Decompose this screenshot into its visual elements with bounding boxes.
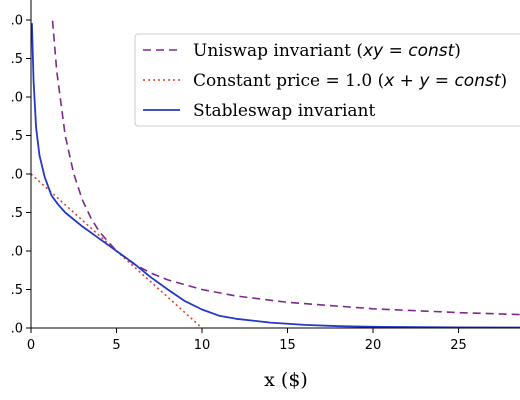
x-tick-label: 15 <box>279 338 296 353</box>
x-axis-label: x ($) <box>264 369 308 391</box>
legend-box <box>134 33 520 127</box>
y-tick-label: .5 <box>11 206 23 221</box>
axes: 0 5 10 15 20 25 .0 .5 .0 .5 .0 .5 .0 .5 .0 <box>11 0 520 353</box>
x-tick-label: 0 <box>27 338 35 353</box>
legend-entry-2: Stableswap invariant <box>193 101 375 121</box>
y-tick-label: .5 <box>11 129 23 144</box>
y-tick-label: .5 <box>11 283 23 298</box>
y-tick-label: .0 <box>11 14 23 29</box>
plot-area <box>31 20 520 328</box>
legend: Uniswap invariant (xy = const) Constant p… <box>134 33 520 127</box>
y-tick-label: .0 <box>11 245 23 260</box>
x-tick-label: 5 <box>112 338 120 353</box>
x-tick-label: 10 <box>194 338 211 353</box>
x-tick-label: 25 <box>450 338 467 353</box>
y-tick-label: .0 <box>11 91 23 106</box>
legend-entry-0: Uniswap invariant (xy = const) <box>193 41 461 61</box>
y-tick-label: .5 <box>11 52 23 67</box>
x-tick-label: 20 <box>365 338 382 353</box>
legend-entry-1: Constant price = 1.0 (x + y = const) <box>193 71 507 91</box>
y-tick-label: .0 <box>11 168 23 183</box>
series-line-2 <box>31 23 520 328</box>
y-tick-label: .0 <box>11 322 23 337</box>
